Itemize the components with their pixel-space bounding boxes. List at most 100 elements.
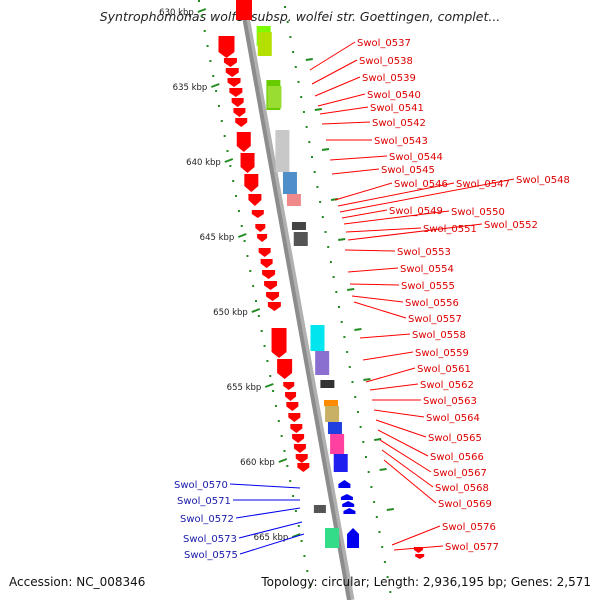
scale-dot [286, 21, 289, 23]
map-title: Syntrophomonas wolfei subsp. wolfei str.… [99, 9, 501, 24]
gene-label: Swol_0568 [435, 483, 489, 494]
feature-block [257, 32, 272, 56]
feature-block [325, 528, 340, 548]
gene-label: Swol_0537 [357, 38, 411, 49]
scale-dot [306, 570, 309, 572]
gene-arrow [236, 0, 252, 20]
scale-dot [311, 156, 313, 158]
scale-dot [263, 345, 266, 347]
gene-arrow [258, 248, 271, 257]
scale-label: 635 kbp [173, 83, 208, 93]
gene-label: Swol_0563 [423, 396, 477, 407]
scale-dot [354, 396, 357, 398]
label-leader [329, 155, 388, 161]
gene-label: Swol_0544 [389, 152, 443, 163]
gene-label-reverse: Swol_0573 [183, 534, 237, 545]
label-leader [319, 106, 369, 115]
minor-tick [347, 288, 355, 291]
label-leader [317, 93, 366, 107]
gene-label: Swol_0539 [362, 73, 416, 84]
sequence-backbone-core [239, 0, 351, 600]
gene-arrow [262, 270, 276, 279]
label-leader [365, 367, 416, 383]
gene-label-reverse: Swol_0575 [184, 550, 238, 561]
gene-arrow [286, 402, 299, 411]
gene-arrow-reverse [343, 508, 356, 514]
gene-arrow-reverse [338, 480, 351, 488]
scale-dot [223, 135, 226, 137]
scale-dot [370, 486, 373, 488]
gene-label: Swol_0549 [389, 206, 443, 217]
minor-tick [321, 148, 330, 151]
gene-arrow [236, 132, 251, 152]
scale-dot [260, 330, 263, 332]
gene-arrow [415, 554, 425, 559]
minor-tick [354, 328, 362, 331]
gene-label: Swol_0538 [359, 56, 413, 67]
label-leader [345, 227, 422, 233]
scale-dot [313, 171, 316, 173]
scale-dot [220, 120, 223, 122]
minor-tick [338, 238, 346, 241]
gene-arrow [285, 392, 297, 401]
gene-arrow [292, 434, 305, 443]
gene-arrow [244, 174, 259, 192]
scale-dot [300, 96, 303, 98]
scale-dot [280, 435, 283, 437]
major-tick [251, 308, 261, 313]
label-leader [311, 59, 358, 85]
gene-label: Swol_0557 [408, 314, 462, 325]
gene-label: Swol_0559 [415, 348, 469, 359]
topology-summary: Topology: circular; Length: 2,936,195 bp… [261, 575, 591, 589]
scale-dot [246, 255, 249, 257]
scale-dot [200, 15, 203, 17]
gene-arrow [233, 108, 246, 117]
label-leader [235, 507, 301, 519]
scale-dot [255, 300, 257, 302]
scale-dot [386, 576, 389, 578]
scale-label: 650 kbp [213, 308, 248, 318]
major-tick [278, 458, 288, 463]
gene-label: Swol_0564 [426, 413, 480, 424]
scale-label: 665 kbp [254, 533, 289, 543]
major-tick [224, 158, 234, 163]
scale-dot [289, 480, 292, 482]
gene-arrow [257, 234, 268, 242]
gene-arrow [229, 88, 243, 97]
gene-arrow [248, 194, 262, 206]
scale-dot [309, 585, 312, 587]
scale-dot [305, 126, 308, 128]
scale-dot [327, 246, 330, 248]
gene-label: Swol_0541 [370, 103, 424, 114]
scale-dot [340, 321, 343, 323]
gene-label-reverse: Swol_0571 [177, 496, 231, 507]
scale-dot [206, 45, 209, 47]
gene-label: Swol_0556 [405, 298, 459, 309]
gene-label: Swol_0545 [381, 165, 435, 176]
feature-block [313, 505, 326, 513]
gene-arrow [264, 281, 278, 290]
gene-arrow-reverse [347, 528, 360, 548]
label-leader [391, 525, 441, 546]
label-leader [331, 168, 380, 175]
major-tick [197, 8, 207, 13]
major-tick [237, 233, 247, 238]
gene-arrow [231, 98, 244, 107]
scale-dot [283, 450, 286, 452]
scale-dot [294, 66, 297, 68]
scale-dot [226, 150, 229, 152]
gene-arrow-reverse [340, 494, 353, 500]
major-tick [264, 383, 274, 388]
gene-label: Swol_0569 [438, 499, 492, 510]
gene-arrow [266, 292, 280, 301]
scale-dot [240, 225, 243, 227]
label-leader [309, 41, 356, 71]
gene-arrow [218, 36, 235, 58]
scale-dot [237, 210, 240, 212]
scale-label: 655 kbp [227, 383, 262, 393]
feature-block [315, 351, 330, 375]
gene-arrow [225, 68, 239, 77]
scale-dot [332, 276, 335, 278]
gene-label: Swol_0551 [423, 224, 477, 235]
gene-label: Swol_0542 [372, 118, 426, 129]
